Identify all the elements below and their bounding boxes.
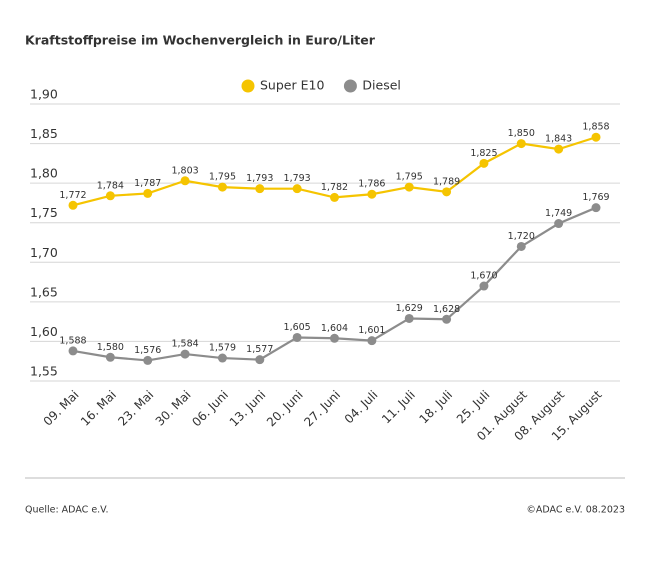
data-label: 1,601 — [358, 325, 385, 336]
data-label: 1,793 — [246, 173, 273, 184]
y-tick-label: 1,55 — [30, 364, 58, 379]
data-label: 1,588 — [59, 335, 86, 346]
credit: ©ADAC e.V. 08.2023 — [526, 505, 625, 516]
legend-marker — [241, 79, 255, 93]
y-tick-label: 1,70 — [30, 245, 58, 260]
data-label: 1,772 — [59, 190, 86, 201]
x-tick-label: 13. Juni — [227, 388, 269, 430]
data-point — [292, 332, 302, 342]
data-label: 1,786 — [358, 179, 385, 190]
data-point — [217, 182, 227, 192]
data-label: 1,795 — [209, 172, 236, 183]
x-tick-label: 04. Juli — [342, 388, 381, 427]
data-point — [330, 192, 339, 202]
x-tick-label: 23. Mai — [115, 388, 156, 429]
legend-marker — [343, 79, 357, 93]
data-point — [479, 158, 489, 168]
data-label: 1,843 — [545, 134, 572, 145]
x-tick-label: 27. Juni — [301, 388, 343, 430]
y-tick-label: 1,80 — [30, 166, 58, 181]
data-label: 1,793 — [284, 173, 311, 184]
data-point — [591, 132, 601, 142]
data-point — [292, 184, 302, 194]
data-point — [591, 203, 601, 213]
x-tick-label: 30. Mai — [153, 388, 194, 429]
data-point — [404, 182, 414, 192]
data-label: 1,782 — [321, 182, 348, 193]
y-tick-label: 1,75 — [30, 205, 58, 220]
data-label: 1,789 — [433, 176, 460, 187]
x-tick-label: 06. Juni — [189, 388, 231, 430]
data-point — [143, 355, 153, 365]
y-tick-label: 1,65 — [30, 284, 58, 299]
data-label: 1,628 — [433, 304, 460, 315]
legend-label: Diesel — [362, 78, 400, 93]
data-point — [180, 349, 190, 359]
data-point — [180, 176, 190, 186]
data-label: 1,795 — [396, 172, 423, 183]
data-point — [105, 191, 115, 201]
data-point — [217, 353, 227, 363]
data-label: 1,584 — [171, 339, 198, 350]
x-tick-label: 09. Mai — [41, 388, 82, 429]
data-label: 1,579 — [209, 343, 236, 354]
data-label: 1,769 — [582, 192, 609, 203]
data-point — [367, 189, 377, 199]
data-label: 1,803 — [171, 165, 198, 176]
chart-title: Kraftstoffpreise im Wochenvergleich in E… — [25, 33, 376, 48]
data-point — [255, 355, 265, 365]
data-point — [442, 187, 452, 197]
data-label: 1,576 — [134, 345, 161, 356]
data-point — [105, 352, 115, 362]
x-tick-label: 16. Mai — [78, 388, 119, 429]
data-point — [516, 139, 526, 149]
data-point — [367, 336, 377, 346]
data-label: 1,580 — [97, 342, 124, 353]
data-point — [255, 184, 265, 194]
data-point — [479, 281, 489, 291]
data-label: 1,787 — [134, 178, 161, 189]
data-label: 1,850 — [508, 128, 535, 139]
y-tick-label: 1,60 — [30, 324, 58, 339]
data-label: 1,605 — [284, 322, 311, 333]
data-label: 1,858 — [582, 122, 609, 133]
data-point — [516, 241, 526, 251]
data-point — [554, 144, 564, 154]
x-tick-label: 20. Juni — [264, 388, 306, 430]
data-label: 1,784 — [97, 180, 124, 191]
x-tick-label: 11. Juli — [379, 388, 418, 427]
source: Quelle: ADAC e.V. — [25, 505, 108, 516]
data-label: 1,720 — [508, 231, 535, 242]
data-point — [68, 346, 78, 356]
y-tick-label: 1,85 — [30, 126, 58, 141]
x-tick-label: 18. Juli — [416, 388, 455, 427]
data-label: 1,670 — [470, 271, 497, 282]
data-point — [68, 200, 78, 210]
data-label: 1,629 — [396, 303, 423, 314]
data-label: 1,577 — [246, 344, 273, 355]
data-label: 1,749 — [545, 208, 572, 219]
y-tick-label: 1,90 — [30, 87, 58, 102]
legend-label: Super E10 — [260, 78, 324, 93]
data-point — [554, 219, 564, 229]
data-label: 1,825 — [470, 148, 497, 159]
data-label: 1,604 — [321, 323, 348, 334]
data-point — [330, 333, 339, 343]
data-point — [442, 314, 452, 324]
data-point — [143, 188, 153, 198]
data-point — [404, 313, 414, 323]
